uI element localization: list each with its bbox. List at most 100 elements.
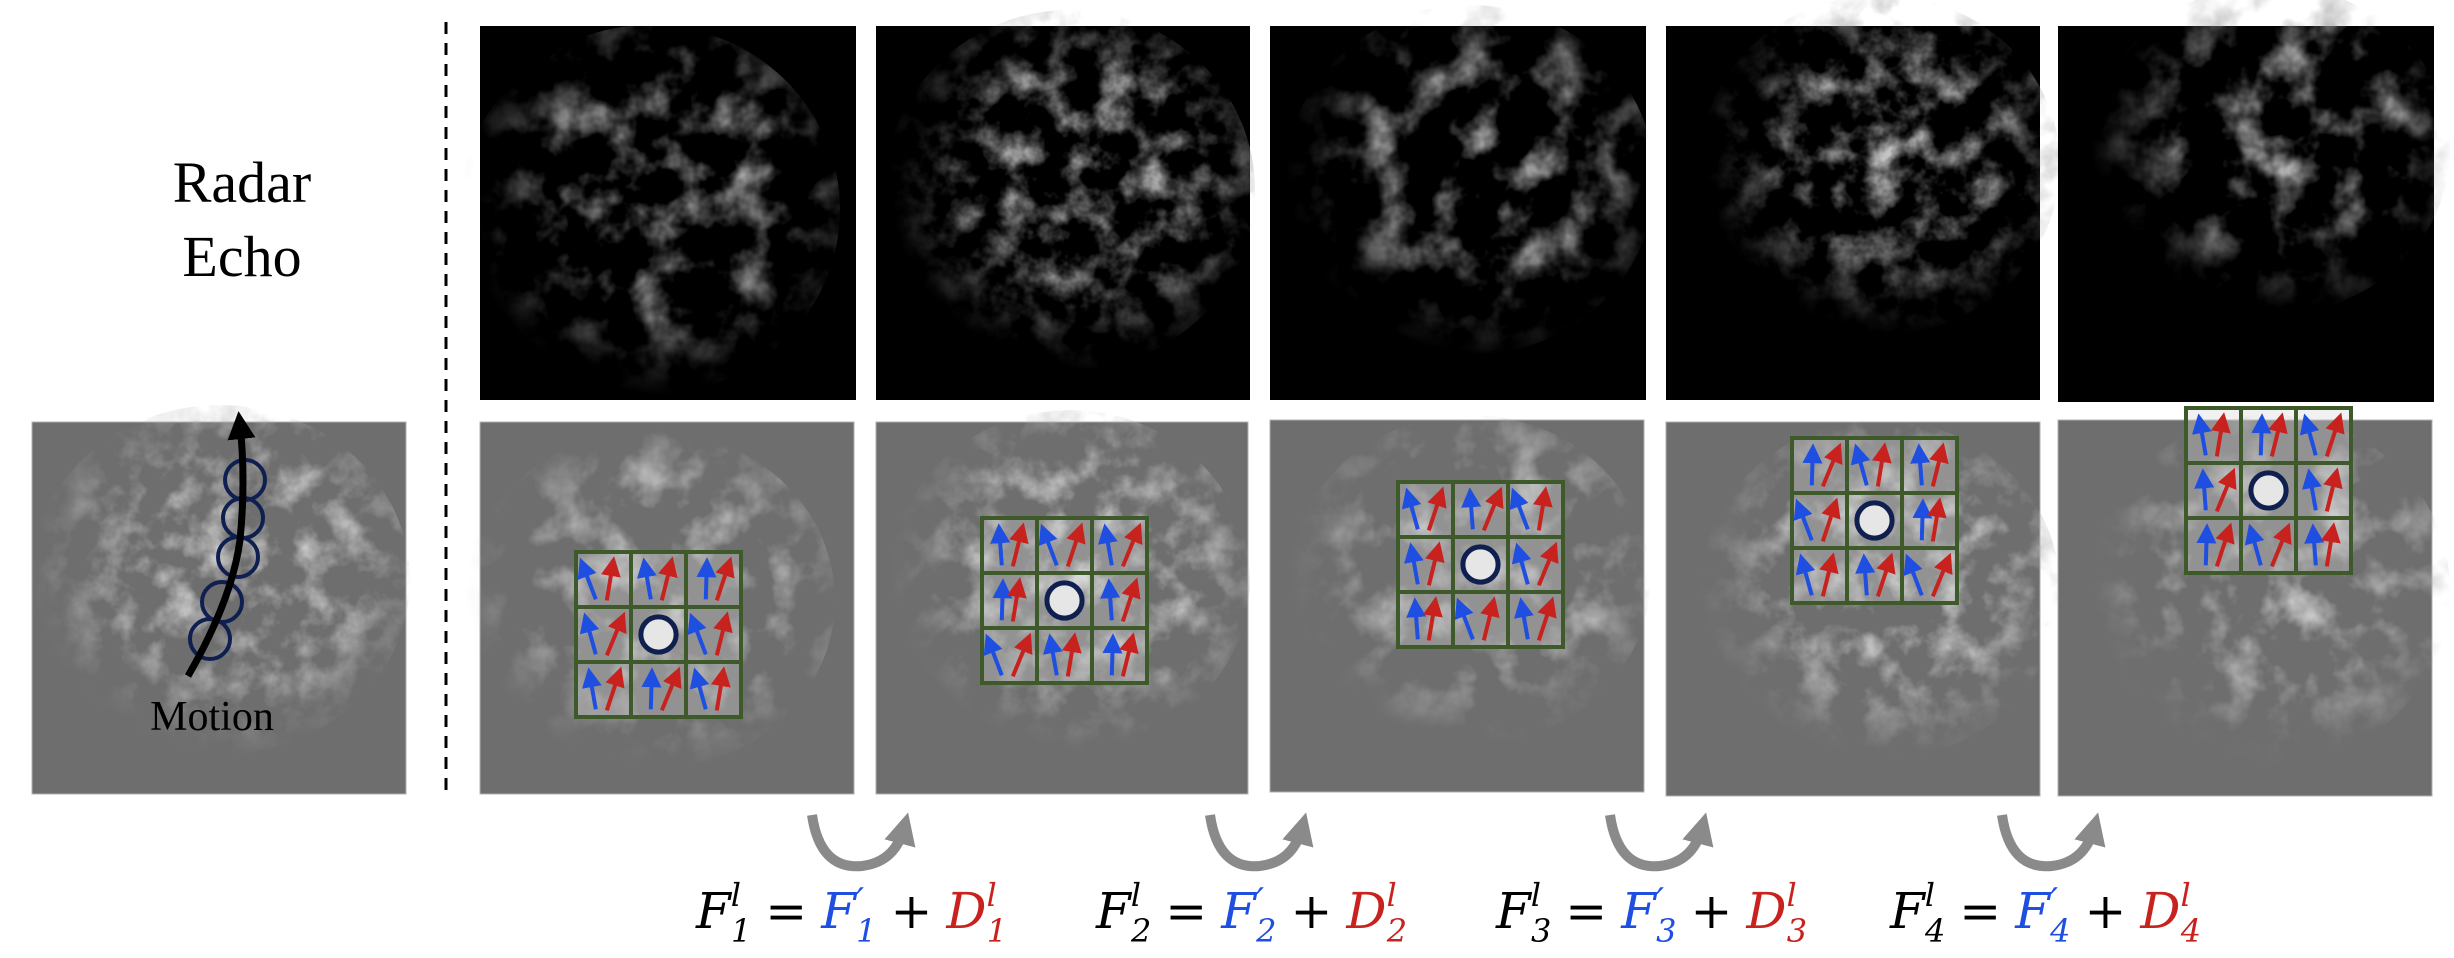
blue-flow-arrow (2304, 523, 2325, 566)
red-flow-arrow (713, 611, 733, 656)
feature-frame-5 (2057, 415, 2450, 797)
flow-grid-2 (980, 516, 1149, 685)
eq4-term1-prime: ′ (2050, 882, 2058, 923)
eq1-equals: = (765, 882, 807, 940)
blue-flow-arrow (990, 523, 1011, 566)
red-flow-arrow (1536, 541, 1559, 587)
blue-flow-arrow (641, 667, 662, 710)
eq2-term2: D (1345, 882, 1386, 940)
blue-flow-arrow (579, 612, 600, 655)
red-flow-arrow (1061, 632, 1082, 677)
radar-echo-frame-2 (876, 10, 1255, 400)
red-flow-arrow (1426, 486, 1447, 532)
blue-flow-arrow (1511, 542, 1532, 585)
blue-flow-arrow (2302, 468, 2322, 511)
eq4-lhs: F (1889, 882, 1927, 940)
blue-flow-arrow (2299, 413, 2320, 456)
blue-flow-arrow (1401, 487, 1422, 530)
svg-text:Fl2=F′2+Dl2: Fl 2 = F′ 2 + Dl 2 (1095, 876, 1407, 950)
eq1-lhs: F (695, 882, 733, 940)
eq1-lhs-sup: l (731, 876, 741, 914)
motion-label: Motion (150, 694, 274, 740)
eq1-term1-prime: ′ (856, 882, 864, 923)
eq3-lhs-sub: 3 (1531, 912, 1551, 950)
eq4-term1-sub: 4 (2049, 912, 2070, 950)
center-circle (1854, 500, 1895, 541)
transition-arrow-2 (1205, 812, 1314, 872)
grid-cell (1090, 626, 1149, 685)
blue-flow-arrow (1514, 597, 1534, 640)
red-flow-arrow (604, 611, 627, 657)
flow-grid-4 (1790, 436, 1959, 605)
red-flow-arrow (2323, 467, 2343, 512)
flow-grids (574, 406, 2353, 719)
eq3-lhs: F (1495, 882, 1533, 940)
equation-2: Fl 2 = F′ 2 + Dl 2 (1095, 876, 1407, 950)
radar-echo-frame-3 (1270, 5, 1655, 400)
flow-grid-3 (1396, 480, 1565, 649)
transition-arrow-1 (807, 812, 916, 872)
blue-flow-arrow (577, 557, 598, 601)
blue-flow-arrow (992, 578, 1013, 621)
red-flow-arrow (2214, 522, 2235, 568)
eq3-term1: F (1620, 882, 1658, 940)
eq2-term1: F (1220, 882, 1258, 940)
radar-echo-row (460, 0, 2450, 402)
blue-flow-arrow (1454, 597, 1475, 641)
blue-flow-arrow (582, 667, 602, 710)
eq1-term2-sup: l (986, 876, 996, 914)
blue-flow-arrow (1509, 487, 1530, 531)
red-flow-arrow (1119, 632, 1139, 677)
eq4-equals: = (1959, 882, 2001, 940)
eq4-term2: D (2139, 882, 2180, 940)
radar-echo-frame-1 (460, 25, 856, 400)
motion-panel: Motion (30, 405, 410, 795)
blue-flow-arrow (2192, 413, 2212, 456)
motion-arrow (184, 411, 256, 678)
svg-text:Fl3=F′3+Dl3: Fl 3 = F′ 3 + Dl 3 (1495, 876, 1807, 950)
equation-3: Fl 3 = F′ 3 + Dl 3 (1495, 876, 1807, 950)
eq2-term1-sub: 2 (1255, 912, 1276, 950)
red-flow-arrow (710, 666, 731, 711)
transition-arrows (807, 812, 2106, 872)
eq2-term1-prime: ′ (1256, 882, 1264, 923)
eq2-equals: = (1165, 882, 1207, 940)
equations: Fl 1 = F′ 1 + Dl 1 Fl 2 = F′ 2 + Dl 2 Fl 3 = F′ 3 + Dl 3 Fl 4 =… (695, 876, 2201, 950)
eq3-term1-sub: 3 (1656, 912, 1676, 950)
red-flow-arrow (1480, 596, 1500, 641)
eq1-term1: F (820, 882, 858, 940)
red-flow-arrow (1926, 497, 1947, 542)
eq1-plus: + (890, 882, 932, 940)
red-flow-arrow (1010, 632, 1033, 678)
red-flow-arrow (1820, 442, 1843, 488)
blue-flow-arrow (1802, 443, 1823, 486)
blue-flow-arrow (1855, 553, 1876, 596)
eq1-term1-sub: 1 (856, 912, 876, 950)
eq3-lhs-sup: l (1531, 876, 1541, 914)
eq3-term2-sub: 3 (1787, 912, 1807, 950)
red-flow-arrow (600, 556, 621, 601)
red-flow-arrow (1819, 552, 1839, 597)
transition-arrow-3 (1605, 812, 1714, 872)
radar-echo-frame-4 (1666, 0, 2060, 400)
red-flow-arrow (604, 666, 625, 712)
eq1-term2: D (945, 882, 986, 940)
eq3-term1-prime: ′ (1656, 882, 1664, 923)
blue-flow-arrow (1793, 498, 1814, 542)
eq2-term2-sup: l (1386, 876, 1396, 914)
red-flow-arrow (1820, 497, 1841, 543)
red-flow-arrow (1120, 577, 1141, 623)
red-flow-arrow (1871, 442, 1892, 487)
red-flow-arrow (1065, 522, 1086, 568)
eq4-term2-sub: 4 (2180, 912, 2201, 950)
eq2-lhs: F (1095, 882, 1133, 940)
radar-echo-title-line-1: Radar (173, 150, 312, 215)
red-flow-arrow (2269, 522, 2292, 568)
red-flow-arrow (1425, 541, 1445, 586)
red-flow-arrow (1422, 596, 1443, 641)
red-flow-arrow (1929, 442, 1949, 487)
blue-flow-arrow (1912, 498, 1933, 541)
eq4-lhs-sub: 4 (1924, 912, 1945, 950)
